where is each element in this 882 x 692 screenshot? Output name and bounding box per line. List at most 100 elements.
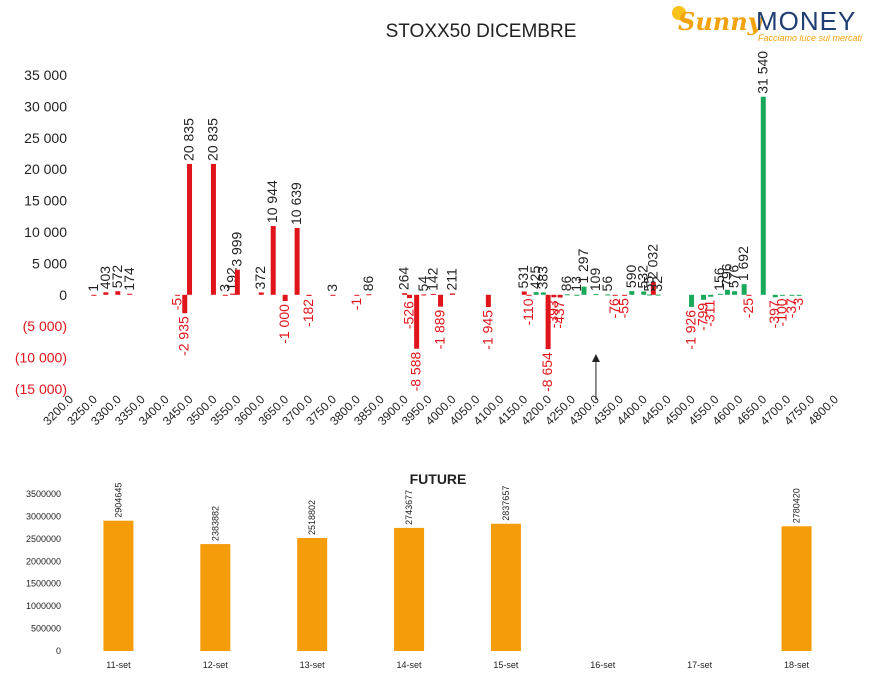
future-x-tick-label: 18-set bbox=[784, 660, 810, 670]
future-bar bbox=[103, 520, 134, 651]
future-y-tick-label: 1500000 bbox=[26, 579, 61, 589]
bar bbox=[103, 292, 109, 295]
data-label: 576 bbox=[726, 265, 742, 289]
bar bbox=[717, 293, 723, 295]
data-label: 55 bbox=[640, 276, 656, 292]
bar bbox=[574, 294, 580, 296]
bar bbox=[581, 286, 587, 295]
future-data-label: 2518802 bbox=[307, 500, 317, 535]
bar bbox=[746, 294, 752, 296]
data-label: -1 945 bbox=[479, 310, 495, 350]
future-x-tick-label: 13-set bbox=[300, 660, 326, 670]
y-tick-label: (15 000) bbox=[15, 381, 67, 397]
bar bbox=[330, 294, 336, 296]
bar bbox=[789, 294, 795, 296]
data-label: 3 bbox=[216, 284, 232, 292]
data-label: 383 bbox=[534, 266, 550, 290]
future-x-tick-label: 17-set bbox=[687, 660, 713, 670]
data-label: 211 bbox=[444, 268, 460, 291]
y-tick-label: 10 000 bbox=[24, 224, 67, 240]
data-label: 1 692 bbox=[735, 246, 751, 281]
bar bbox=[701, 294, 707, 300]
sun-icon bbox=[672, 6, 686, 20]
bar bbox=[779, 294, 785, 296]
data-label: 3 bbox=[324, 284, 340, 292]
data-label: 572 bbox=[109, 265, 125, 289]
future-bar bbox=[490, 523, 521, 651]
bar bbox=[605, 294, 611, 296]
future-y-tick-label: 3000000 bbox=[26, 511, 61, 521]
y-tick-label: 20 000 bbox=[24, 161, 67, 177]
brand-name-sunny: Sunny bbox=[678, 7, 762, 36]
bar bbox=[175, 294, 181, 296]
data-label: 86 bbox=[360, 275, 376, 291]
data-label: 796 bbox=[718, 263, 734, 287]
data-label: 372 bbox=[252, 266, 268, 290]
data-label: 532 bbox=[635, 265, 651, 289]
bar bbox=[294, 227, 300, 295]
bar bbox=[258, 292, 264, 295]
data-label: 264 bbox=[396, 267, 412, 291]
y-tick-label: (5 000) bbox=[23, 318, 67, 334]
future-data-label: 2837657 bbox=[501, 486, 511, 521]
bar bbox=[796, 294, 802, 296]
data-label: -55 bbox=[616, 298, 632, 318]
bar bbox=[406, 294, 412, 299]
bar bbox=[540, 292, 546, 295]
bar bbox=[402, 293, 408, 295]
data-label: 31 540 bbox=[754, 51, 770, 94]
future-x-tick-label: 11-set bbox=[106, 660, 131, 670]
bar bbox=[354, 294, 360, 296]
y-tick-label: 0 bbox=[59, 287, 67, 303]
data-label: 3 999 bbox=[228, 231, 244, 266]
bar bbox=[708, 294, 714, 297]
bar bbox=[485, 294, 491, 308]
bar bbox=[593, 294, 599, 296]
data-label: -397 bbox=[766, 300, 782, 328]
future-y-tick-label: 500000 bbox=[31, 624, 61, 634]
bar bbox=[612, 294, 618, 296]
data-label: -110 bbox=[520, 298, 536, 325]
data-label: -8 588 bbox=[408, 352, 424, 392]
data-label: -1 889 bbox=[432, 309, 448, 349]
y-tick-label: 5 000 bbox=[32, 255, 67, 271]
bar bbox=[641, 291, 647, 295]
bar bbox=[650, 282, 656, 295]
bar bbox=[760, 96, 766, 295]
data-label: 13 bbox=[568, 276, 584, 292]
bar bbox=[306, 294, 312, 296]
future-bar bbox=[297, 538, 328, 651]
bar bbox=[430, 293, 436, 295]
data-label: -182 bbox=[300, 299, 316, 327]
data-label: 531 bbox=[515, 265, 531, 289]
data-label: -3 bbox=[790, 298, 806, 311]
data-label: 20 835 bbox=[204, 118, 220, 161]
data-label: 1 297 bbox=[575, 248, 591, 283]
bar bbox=[414, 294, 420, 349]
data-label: 20 835 bbox=[181, 118, 197, 161]
bar bbox=[622, 294, 628, 296]
bar bbox=[772, 294, 778, 298]
data-label: -526 bbox=[400, 301, 416, 329]
data-label: 174 bbox=[121, 267, 137, 291]
data-label: 142 bbox=[424, 267, 440, 291]
bar bbox=[557, 294, 563, 298]
bar bbox=[182, 294, 188, 314]
bar bbox=[629, 291, 635, 295]
data-label: 156 bbox=[711, 267, 727, 291]
future-title: FUTURE bbox=[410, 471, 467, 487]
y-tick-label: (10 000) bbox=[15, 350, 67, 366]
brand-logo: Sunny MONEY Facciamo luce sui mercati bbox=[672, 4, 872, 48]
bar bbox=[282, 294, 288, 302]
bar bbox=[270, 226, 276, 295]
future-data-label: 2383882 bbox=[210, 506, 220, 541]
brand-name-money: MONEY bbox=[756, 6, 857, 36]
future-y-tick-label: 2000000 bbox=[26, 556, 61, 566]
bar bbox=[646, 294, 652, 296]
data-label: 109 bbox=[587, 268, 603, 292]
bar bbox=[210, 163, 216, 295]
data-label: -37 bbox=[783, 298, 799, 318]
bar bbox=[526, 294, 532, 296]
